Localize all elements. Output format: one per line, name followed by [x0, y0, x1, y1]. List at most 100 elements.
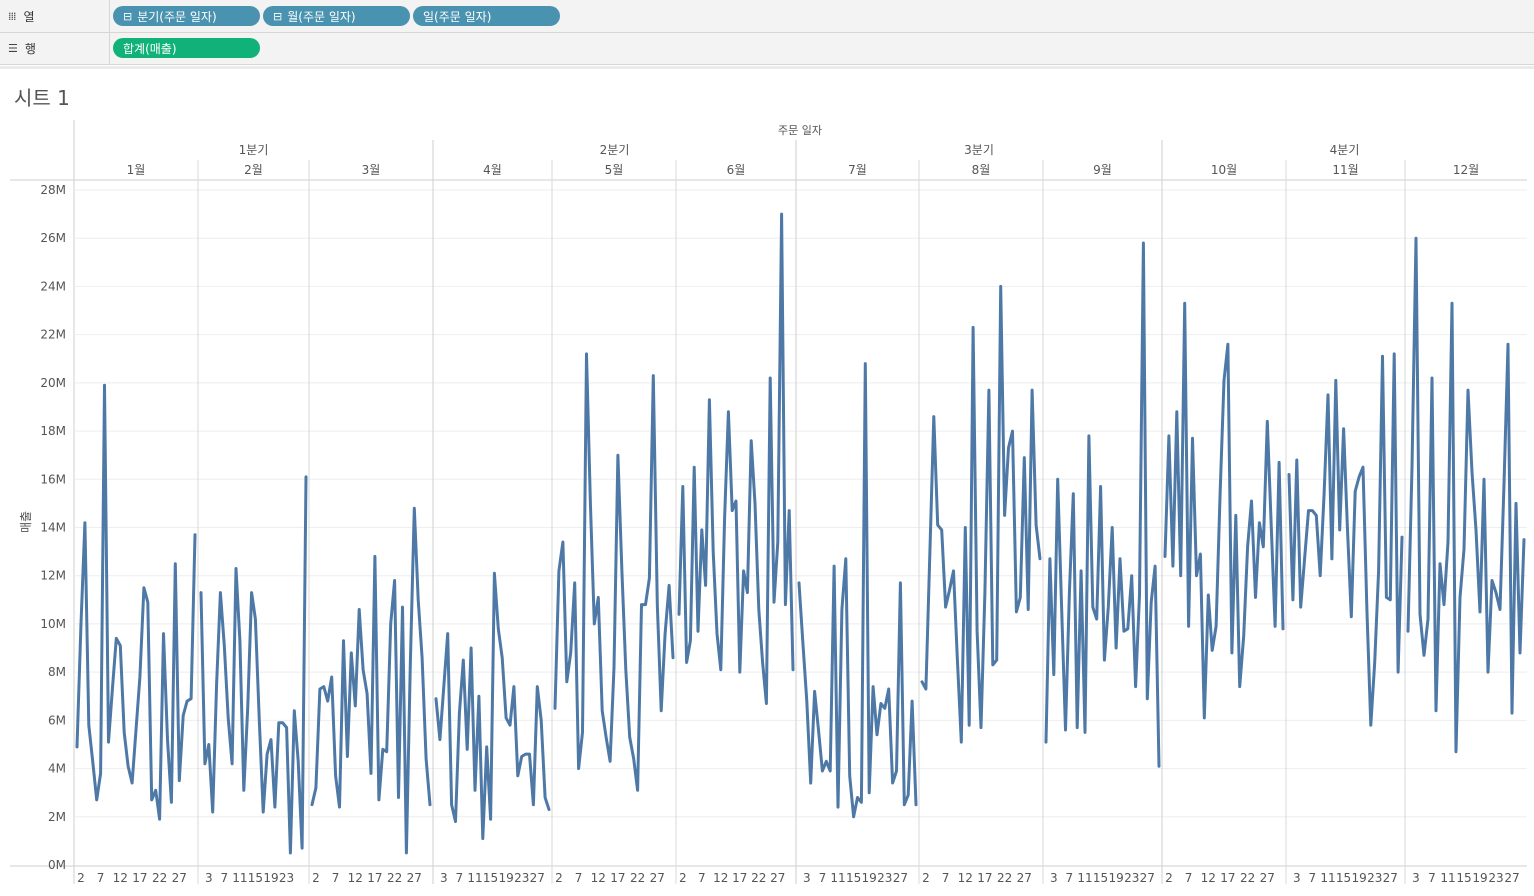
x-tick-label: 23	[514, 871, 529, 885]
x-tick-label: 22	[152, 871, 167, 885]
x-tick-label: 3	[1293, 871, 1301, 885]
collapse-icon[interactable]: ⊟	[273, 9, 283, 23]
x-tick-label: 2	[555, 871, 563, 885]
x-tick-label: 7	[942, 871, 950, 885]
pill-quarter-order-date[interactable]: ⊟ 분기(주문 일자)	[113, 6, 260, 26]
y-tick-label: 4M	[48, 762, 66, 776]
x-tick-label: 19	[1108, 871, 1123, 885]
month-label: 10월	[1211, 163, 1237, 177]
y-tick-label: 6M	[48, 713, 66, 727]
month-label: 8월	[972, 163, 991, 177]
x-tick-label: 3	[803, 871, 811, 885]
series-line-8	[920, 284, 1042, 744]
pill-day-order-date[interactable]: 일(주문 일자)	[413, 6, 560, 26]
x-tick-label: 7	[456, 871, 464, 885]
month-label: 9월	[1093, 163, 1112, 177]
x-tick-label: 7	[698, 871, 706, 885]
series-line-9	[1044, 241, 1161, 768]
collapse-icon[interactable]: ⊟	[123, 9, 133, 23]
pill-month-order-date[interactable]: ⊟ 월(주문 일자)	[263, 6, 410, 26]
pill-sum-sales[interactable]: 합계(매출)	[113, 38, 260, 58]
x-tick-label: 12	[1201, 871, 1216, 885]
x-tick-label: 22	[997, 871, 1012, 885]
x-tick-label: 11	[830, 871, 845, 885]
x-tick-label: 23	[1367, 871, 1382, 885]
quarter-label: 3분기	[964, 143, 994, 157]
x-tick-label: 27	[407, 871, 422, 885]
month-label: 1월	[127, 163, 146, 177]
x-tick-label: 22	[387, 871, 402, 885]
x-tick-label: 3	[1050, 871, 1058, 885]
x-tick-label: 27	[650, 871, 665, 885]
x-tick-label: 12	[113, 871, 128, 885]
quarter-label: 2분기	[600, 143, 630, 157]
x-tick-label: 12	[591, 871, 606, 885]
x-tick-label: 11	[1320, 871, 1335, 885]
rows-shelf-label: 행	[24, 42, 36, 56]
x-tick-label: 11	[1077, 871, 1092, 885]
x-tick-label: 2	[922, 871, 930, 885]
x-tick-label: 15	[1093, 871, 1108, 885]
x-tick-label: 3	[205, 871, 213, 885]
x-tick-label: 17	[732, 871, 747, 885]
x-tick-label: 11	[1440, 871, 1455, 885]
month-label: 7월	[848, 163, 867, 177]
x-tick-label: 17	[132, 871, 147, 885]
y-tick-label: 8M	[48, 665, 66, 679]
x-tick-label: 15	[1456, 871, 1471, 885]
x-tick-label: 27	[893, 871, 908, 885]
y-tick-label: 22M	[40, 328, 66, 342]
pill-label: 일(주문 일자)	[423, 9, 492, 24]
x-tick-label: 22	[630, 871, 645, 885]
sheet-separator	[0, 66, 1534, 69]
series-line-4	[434, 571, 551, 840]
x-tick-label: 7	[332, 871, 340, 885]
y-tick-label: 10M	[40, 617, 66, 631]
x-tick-label: 7	[819, 871, 827, 885]
x-tick-label: 17	[610, 871, 625, 885]
x-tick-label: 3	[1412, 871, 1420, 885]
y-tick-label: 20M	[40, 376, 66, 390]
x-tick-label: 15	[846, 871, 861, 885]
x-tick-label: 2	[679, 871, 687, 885]
y-tick-label: 24M	[40, 279, 66, 293]
month-label: 3월	[362, 163, 381, 177]
pill-label: 분기(주문 일자)	[137, 9, 217, 24]
x-tick-label: 19	[1472, 871, 1487, 885]
x-tick-label: 27	[1017, 871, 1032, 885]
x-tick-label: 22	[1240, 871, 1255, 885]
x-tick-label: 2	[77, 871, 85, 885]
rows-shelf[interactable]: ☰ 행 합계(매출)	[0, 33, 1534, 65]
series-line-12	[1406, 236, 1526, 754]
x-tick-label: 23	[1124, 871, 1139, 885]
columns-shelf[interactable]: ⁞⁞⁞ 열 ⊟ 분기(주문 일자) ⊟ 월(주문 일자) 일(주문 일자)	[0, 0, 1534, 33]
y-tick-label: 12M	[40, 569, 66, 583]
x-tick-label: 12	[713, 871, 728, 885]
series-line-3	[310, 506, 432, 855]
month-label: 12월	[1453, 163, 1479, 177]
x-tick-label: 17	[1220, 871, 1235, 885]
pill-label: 합계(매출)	[123, 41, 177, 56]
y-tick-label: 14M	[40, 521, 66, 535]
month-label: 5월	[605, 163, 624, 177]
x-tick-label: 27	[1140, 871, 1155, 885]
month-label: 4월	[483, 163, 502, 177]
y-tick-label: 16M	[40, 472, 66, 486]
header-title: 주문 일자	[778, 123, 822, 137]
columns-shelf-label-box: ⁞⁞⁞ 열	[0, 0, 110, 32]
y-tick-label: 0M	[48, 858, 66, 872]
rows-shelf-label-box: ☰ 행	[0, 33, 110, 64]
x-tick-label: 2	[312, 871, 320, 885]
columns-shelf-icon: ⁞⁞⁞	[8, 9, 16, 23]
series-line-5	[553, 352, 675, 792]
y-tick-label: 28M	[40, 183, 66, 197]
x-tick-label: 23	[877, 871, 892, 885]
x-tick-label: 27	[770, 871, 785, 885]
x-tick-label: 12	[348, 871, 363, 885]
y-tick-label: 26M	[40, 231, 66, 245]
x-tick-label: 11	[467, 871, 482, 885]
x-tick-label: 27	[530, 871, 545, 885]
y-tick-label: 18M	[40, 424, 66, 438]
x-tick-label: 22	[751, 871, 766, 885]
